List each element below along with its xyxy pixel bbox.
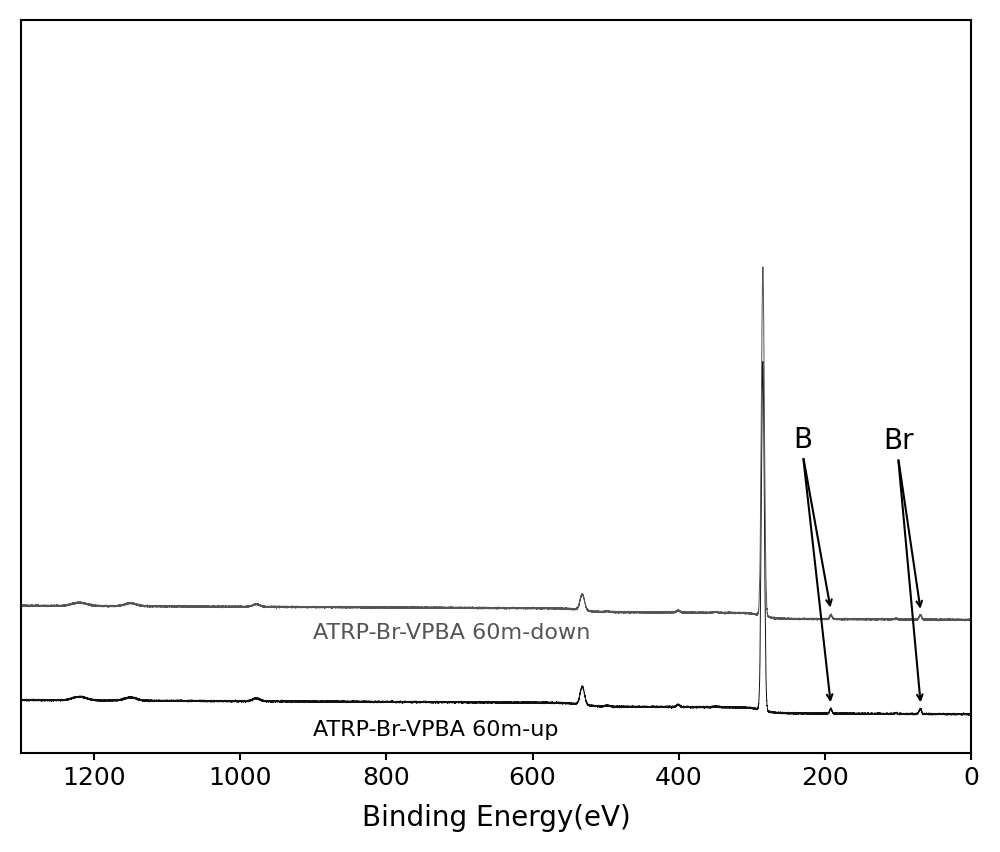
Text: ATRP-Br-VPBA 60m-down: ATRP-Br-VPBA 60m-down	[313, 622, 591, 642]
Text: B: B	[794, 425, 813, 453]
X-axis label: Binding Energy(eV): Binding Energy(eV)	[362, 803, 630, 832]
Text: ATRP-Br-VPBA 60m-up: ATRP-Br-VPBA 60m-up	[313, 719, 559, 740]
Text: Br: Br	[883, 426, 913, 454]
